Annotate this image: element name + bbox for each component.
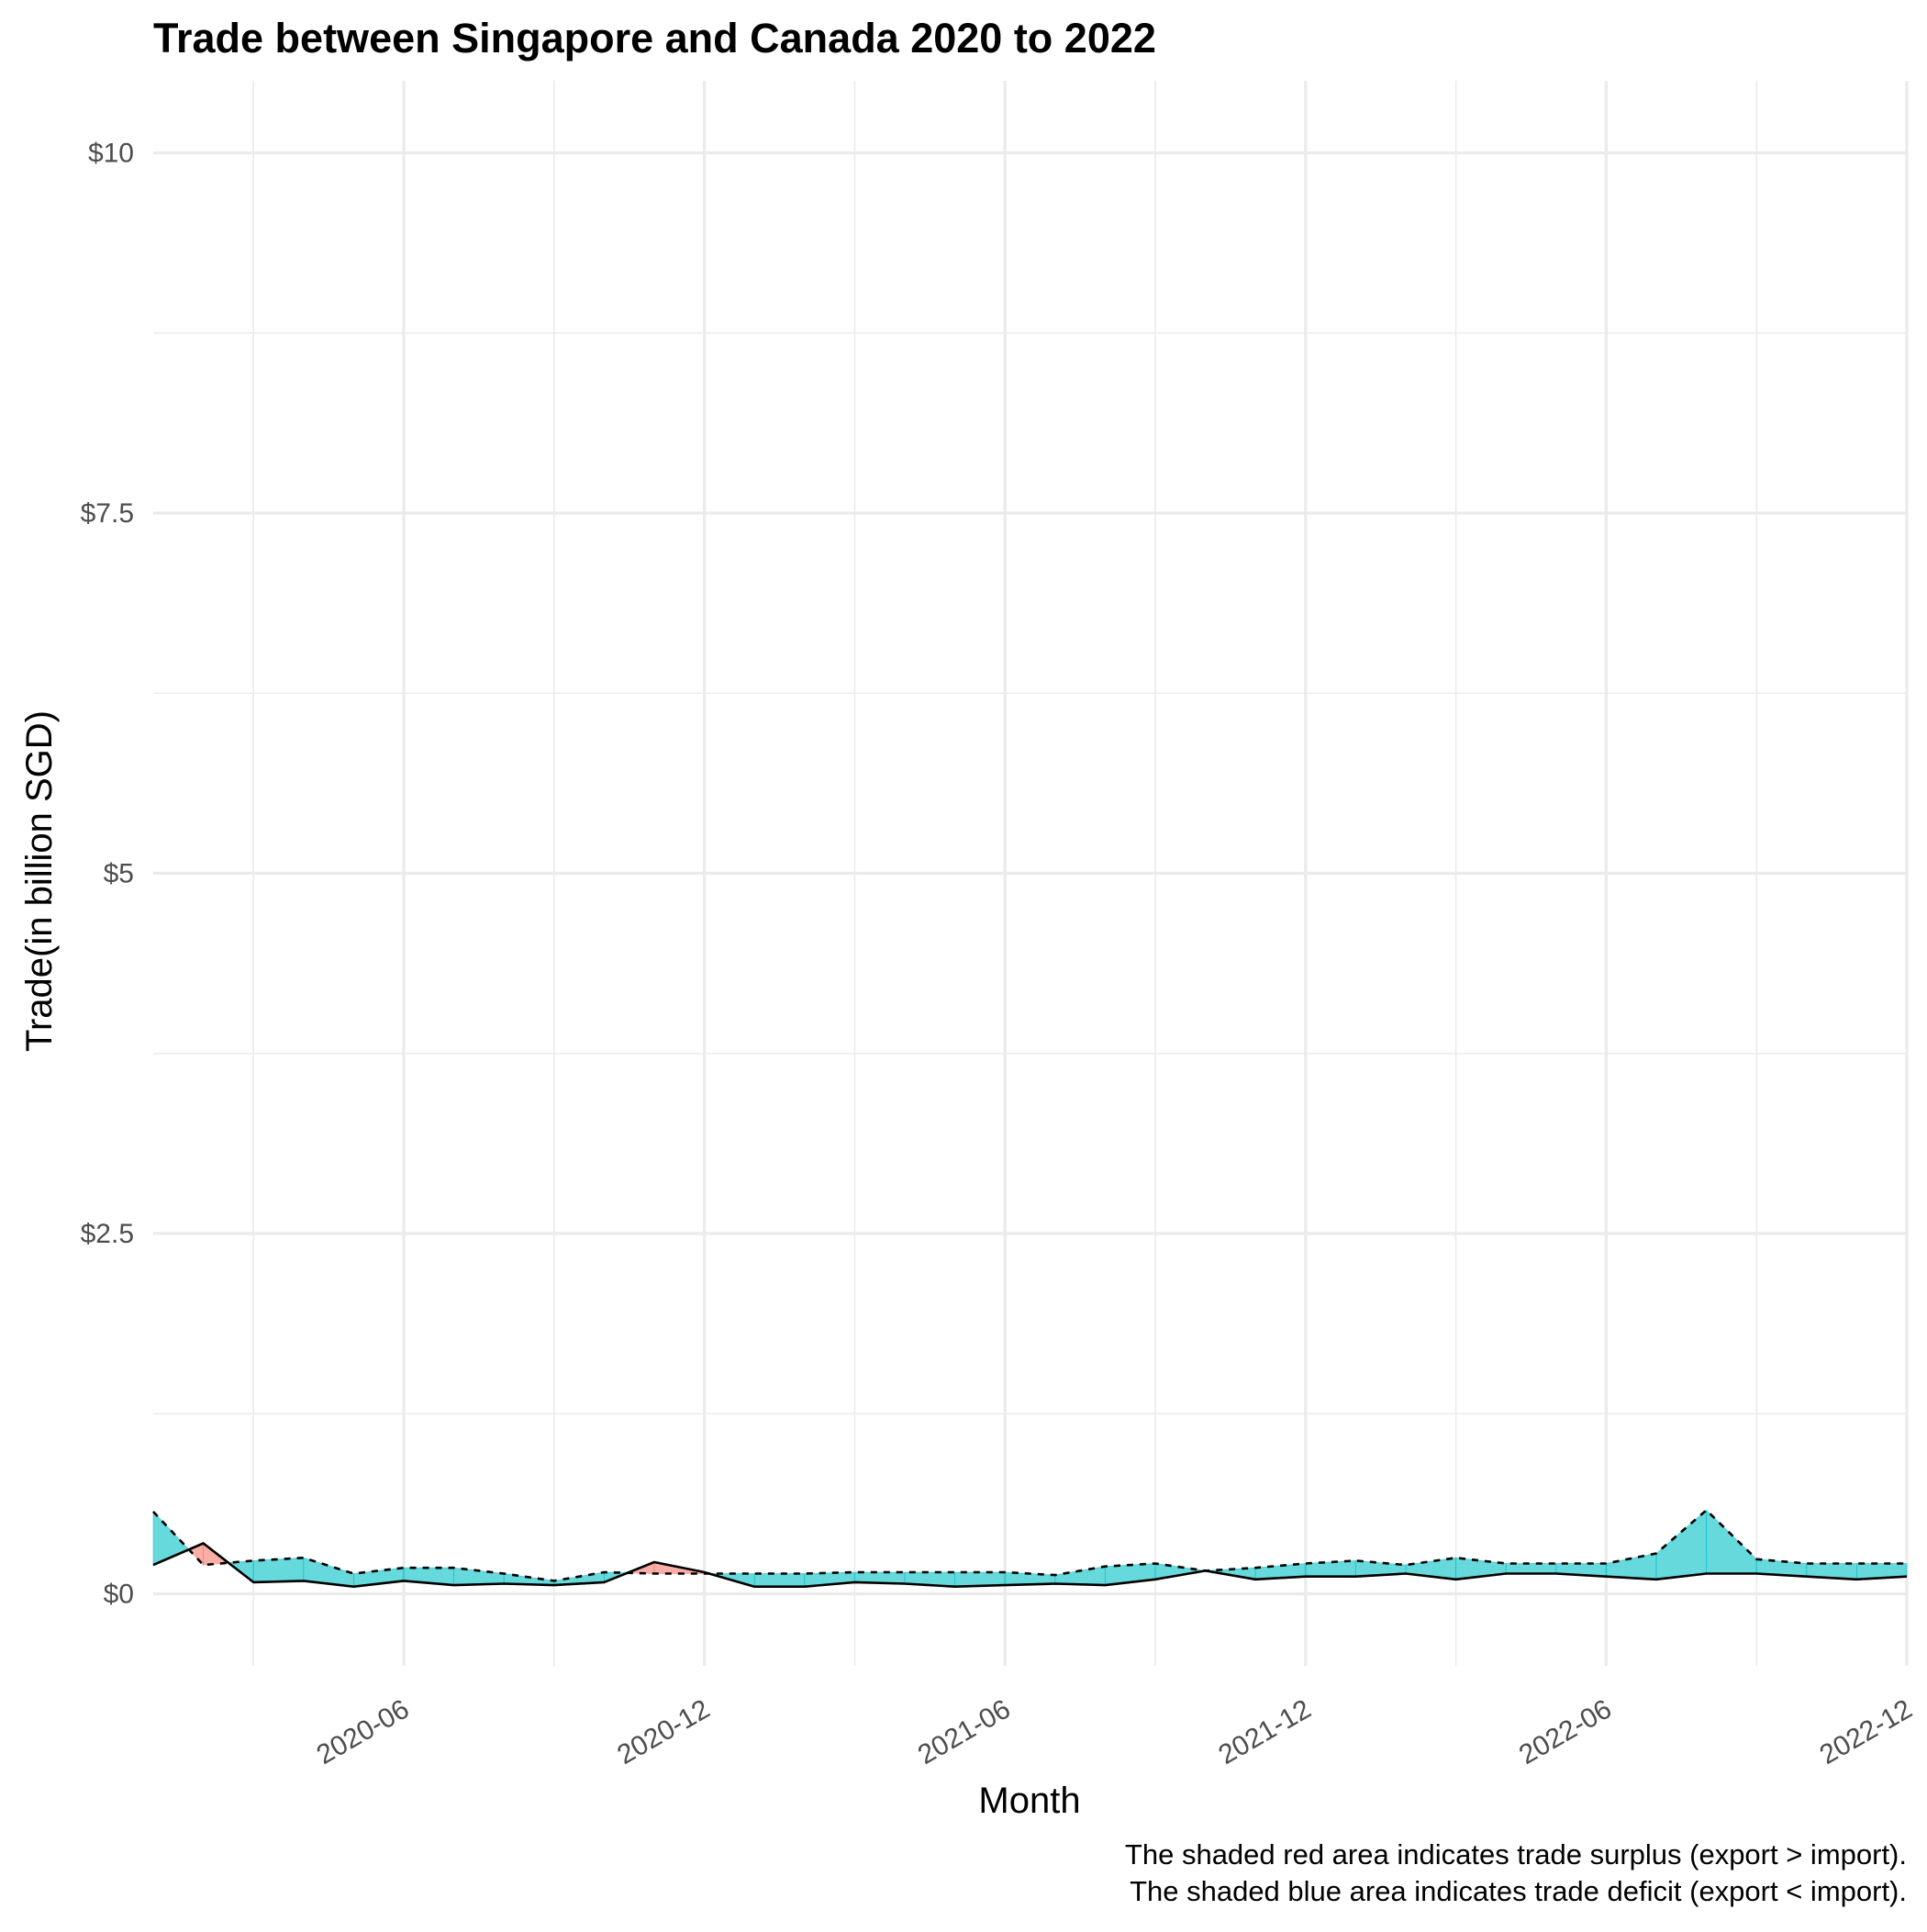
y-tick-label: $10 [88, 139, 134, 169]
caption-line-2: The shaded blue area indicates trade def… [1130, 1875, 1907, 1907]
y-tick-label: $5 [104, 859, 134, 889]
dashed-series-line [152, 1509, 1907, 1582]
gridlines [153, 81, 1909, 1666]
y-axis-ticks: $0 $2.5 $5 $7.5 $10 [81, 139, 134, 1610]
y-tick-label: $2.5 [81, 1219, 134, 1249]
caption-line-1: The shaded red area indicates trade surp… [1125, 1838, 1907, 1871]
y-tick-label: $0 [104, 1580, 134, 1610]
chart-title: Trade between Singapore and Canada 2020 … [153, 15, 1156, 61]
x-axis-title: Month [978, 1781, 1080, 1821]
deficit-area-segment [753, 1573, 806, 1588]
deficit-area-segment [1505, 1563, 1557, 1574]
y-axis-title: Trade(in billion SGD) [19, 710, 60, 1052]
deficit-area-segment [1305, 1559, 1356, 1578]
deficit-area-segment [252, 1557, 305, 1583]
solid-series-line [152, 1542, 1908, 1588]
trade-lines [152, 1509, 1908, 1588]
y-tick-label: $7.5 [81, 498, 134, 529]
